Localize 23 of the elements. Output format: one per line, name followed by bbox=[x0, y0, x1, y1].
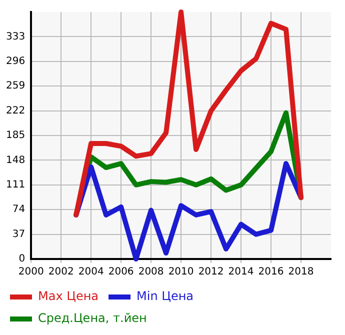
y-tick-label: 259 bbox=[6, 80, 26, 92]
y-tick-label: 296 bbox=[6, 56, 26, 67]
legend-label: Сред.Цена, т.йен bbox=[38, 311, 147, 326]
x-tick-label: 2018 bbox=[288, 266, 314, 278]
x-tick-label: 2010 bbox=[168, 266, 194, 278]
y-tick-label: 111 bbox=[6, 179, 26, 190]
y-tick-label: 185 bbox=[6, 130, 26, 142]
y-tick-label: 37 bbox=[12, 228, 26, 240]
x-tick-label: 2012 bbox=[198, 266, 224, 278]
x-tick-label: 2002 bbox=[48, 266, 74, 278]
legend-label: Min Цена bbox=[136, 289, 194, 304]
y-tick-label: 222 bbox=[6, 105, 26, 116]
x-tick-label: 2016 bbox=[258, 266, 284, 278]
y-tick-label: 148 bbox=[6, 154, 26, 166]
x-tick-label: 2014 bbox=[228, 266, 254, 278]
y-tick-label: 74 bbox=[12, 204, 26, 216]
x-tick-label: 2004 bbox=[78, 266, 104, 278]
x-tick-label: 2006 bbox=[108, 266, 134, 278]
y-tick-label: 333 bbox=[6, 31, 26, 42]
x-tick-label: 2008 bbox=[138, 266, 164, 278]
y-tick-label: 0 bbox=[18, 254, 26, 265]
legend-label: Max Цена bbox=[38, 289, 99, 304]
x-tick-label: 2000 bbox=[18, 266, 44, 278]
